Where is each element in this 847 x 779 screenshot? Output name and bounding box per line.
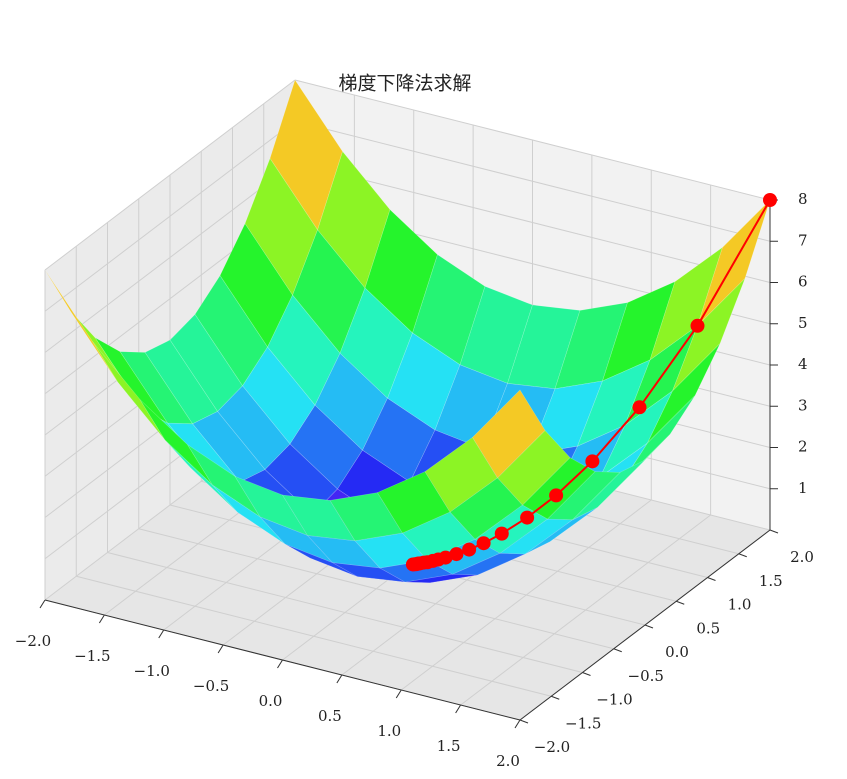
descent-point [405, 557, 420, 572]
x-tick [277, 659, 283, 669]
x-tick [514, 719, 521, 729]
y-tick-label: −2.0 [534, 738, 570, 756]
grid-line [294, 162, 771, 283]
y-tick-label: −1.5 [565, 714, 601, 732]
grid-line [44, 162, 296, 353]
y-tick [582, 672, 591, 676]
descent-point [449, 547, 464, 562]
grid-line [107, 552, 583, 673]
y-tick-label: 1.5 [759, 572, 783, 590]
x-tick-label: −2.0 [15, 632, 51, 650]
descent-point [690, 318, 705, 333]
x-tick-label: 0.0 [259, 692, 283, 710]
surface-patch [497, 429, 571, 506]
descent-point [462, 542, 477, 557]
grid-line [138, 528, 614, 650]
grid-line [294, 79, 771, 201]
descent-point [632, 400, 647, 415]
y-tick [644, 624, 654, 629]
descent-point [763, 193, 777, 207]
x-tick-label: 0.5 [318, 707, 342, 725]
descent-point [585, 454, 600, 469]
x-tick-label: 2.0 [496, 752, 520, 770]
x-tick-label: −1.0 [134, 662, 170, 680]
z-tick-label: 8 [798, 190, 808, 208]
x-tick [455, 704, 462, 714]
y-tick [519, 719, 529, 724]
z-tick-label: 1 [798, 479, 808, 497]
z-tick-label: 7 [798, 231, 808, 249]
z-tick-label: 6 [798, 273, 808, 291]
y-tick [551, 695, 560, 700]
surface-patch [472, 389, 546, 479]
y-tick-label: 2.0 [790, 548, 814, 566]
z-tick-label: 4 [798, 355, 808, 373]
descent-point [520, 510, 535, 525]
x-tick [39, 599, 46, 609]
y-tick-label: −1.0 [596, 691, 632, 709]
y-tick-label: 0.0 [665, 643, 689, 661]
descent-point [476, 536, 491, 551]
x-tick [158, 629, 165, 639]
descent-point [549, 488, 564, 503]
grid-line [294, 120, 771, 242]
x-tick [217, 644, 224, 654]
y-tick [707, 577, 716, 581]
y-tick [738, 553, 747, 558]
grid-line [44, 79, 296, 271]
surface-patch [522, 457, 596, 520]
surface-patch [44, 269, 118, 382]
surface-patch [546, 471, 621, 521]
grid-line [44, 120, 296, 312]
x-tick [336, 674, 343, 684]
x-tick-label: −1.5 [74, 647, 110, 665]
x-tick-label: 1.0 [377, 722, 401, 740]
x-tick [395, 689, 402, 699]
y-tick-label: −0.5 [628, 667, 664, 685]
y-tick-label: 0.5 [696, 619, 720, 637]
z-tick-label: 5 [798, 314, 808, 332]
y-tick [613, 648, 622, 653]
surface-patch [572, 459, 646, 521]
x-tick-label: −0.5 [193, 677, 229, 695]
z-tick-label: 3 [798, 396, 808, 414]
y-tick [676, 600, 685, 605]
axis-line [519, 529, 771, 721]
grid-line [76, 575, 552, 697]
y-tick-label: 1.0 [728, 596, 752, 614]
y-tick [769, 529, 779, 534]
x-tick [98, 614, 105, 624]
x-tick-label: 1.5 [437, 737, 461, 755]
z-tick-label: 2 [798, 438, 808, 456]
axis-line [44, 599, 521, 721]
descent-point [494, 526, 509, 541]
chart-title: 梯度下降法求解 [338, 73, 471, 95]
